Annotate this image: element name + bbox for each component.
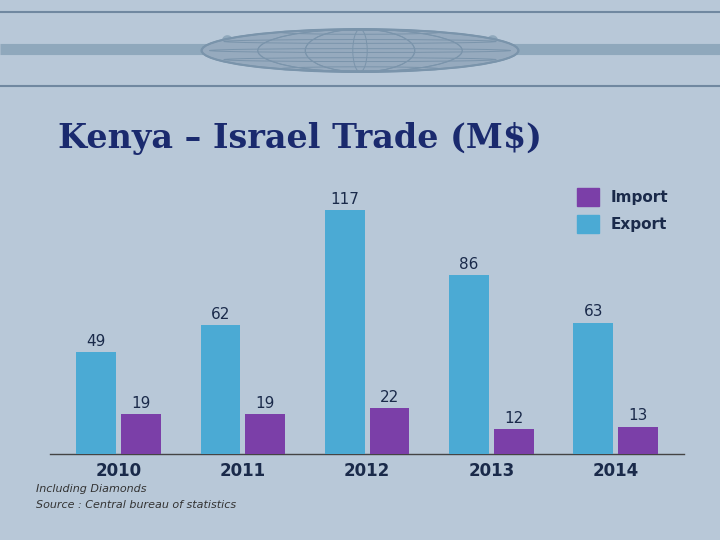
Text: Source : Central bureau of statistics: Source : Central bureau of statistics — [36, 500, 236, 510]
Text: 12: 12 — [504, 410, 523, 426]
Text: 22: 22 — [380, 390, 399, 404]
Bar — [494, 429, 534, 454]
Text: 49: 49 — [86, 334, 106, 348]
Text: 117: 117 — [330, 192, 359, 207]
Text: 13: 13 — [629, 408, 648, 423]
Bar — [76, 352, 116, 454]
Text: 63: 63 — [583, 305, 603, 320]
Text: 19: 19 — [256, 396, 275, 411]
Bar — [246, 414, 285, 454]
Text: Including Diamonds: Including Diamonds — [36, 484, 146, 494]
Bar — [201, 325, 240, 454]
Text: 19: 19 — [132, 396, 150, 411]
Bar — [449, 275, 489, 454]
Bar — [369, 408, 410, 454]
Bar — [121, 414, 161, 454]
Text: 62: 62 — [211, 307, 230, 321]
Bar — [325, 210, 365, 454]
Legend: Import, Export: Import, Export — [570, 180, 676, 240]
Text: 86: 86 — [459, 256, 479, 272]
Bar — [573, 322, 613, 454]
Bar — [618, 427, 658, 454]
Circle shape — [202, 29, 518, 72]
Text: Kenya – Israel Trade (M$): Kenya – Israel Trade (M$) — [58, 122, 541, 156]
